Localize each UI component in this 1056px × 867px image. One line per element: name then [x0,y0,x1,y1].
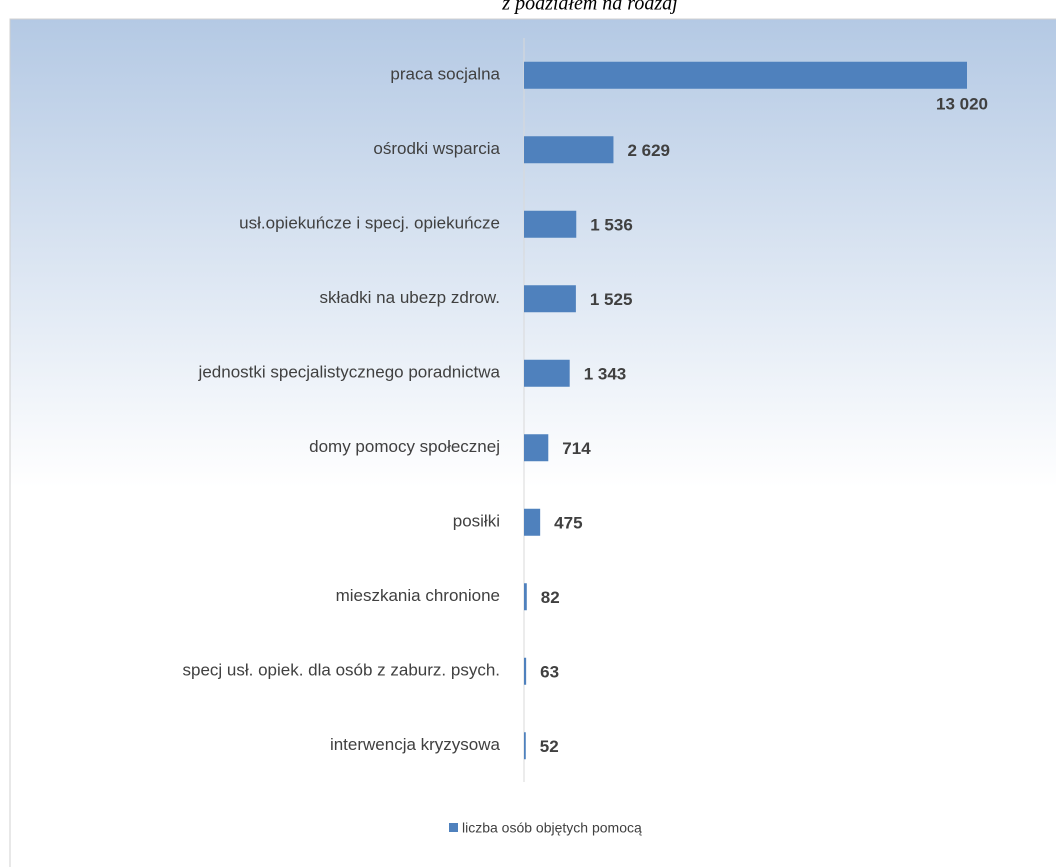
bar [524,136,614,164]
value-label: 475 [554,514,582,533]
bar [524,583,527,611]
category-label: posiłki [453,512,500,531]
value-label: 1 343 [584,365,627,384]
value-label: 714 [562,439,591,458]
bar [524,359,570,387]
category-label: jednostki specjalistycznego poradnictwa [198,363,501,382]
bar [524,508,541,536]
value-label: 13 020 [936,95,988,114]
bar [524,285,576,313]
legend-swatch [449,823,458,832]
value-label: 2 629 [627,141,670,160]
bar [524,657,527,685]
bar [524,210,577,238]
bar [524,434,549,462]
category-label: domy pomocy społecznej [309,437,500,456]
category-label: praca socjalna [390,65,500,84]
category-label: usł.opiekuńcze i specj. opiekuńcze [239,214,500,233]
value-label: 1 536 [590,216,633,235]
value-label: 52 [540,737,559,756]
category-label: ośrodki wsparcia [373,139,500,158]
value-label: 1 525 [590,290,633,309]
category-label: interwencja kryzysowa [330,735,501,754]
legend-label: liczba osób objętych pomocą [462,820,642,836]
category-label: mieszkania chronione [336,586,500,605]
category-label: składki na ubezp zdrow. [320,288,501,307]
bar [524,732,526,760]
bar [524,61,967,89]
chart-title: z podziałem na rodzaj [501,0,678,15]
value-label: 63 [540,663,559,682]
category-label: specj usł. opiek. dla osób z zaburz. psy… [183,661,501,680]
value-label: 82 [541,588,560,607]
